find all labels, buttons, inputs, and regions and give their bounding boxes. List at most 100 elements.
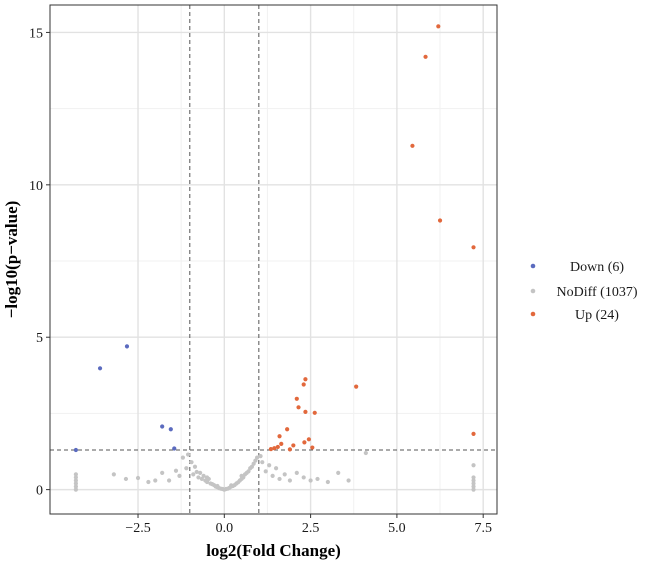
nodiff-point <box>177 473 182 479</box>
nodiff-point <box>263 469 268 474</box>
y-tick-label: 10 <box>29 179 43 194</box>
up-point <box>303 377 308 382</box>
nodiff-point <box>471 475 476 480</box>
nodiff-point <box>194 469 199 475</box>
x-tick-label: 5.0 <box>388 521 406 536</box>
up-point <box>423 54 428 59</box>
up-point <box>296 405 301 410</box>
nodiff-point <box>258 453 263 459</box>
threshold-lines <box>50 5 497 514</box>
x-axis-title: log2(Fold Change) <box>206 541 341 560</box>
nodiff-point <box>73 478 78 483</box>
nodiff-point <box>123 476 129 482</box>
legend-key <box>530 311 536 317</box>
up-point <box>272 446 277 451</box>
up-point <box>285 427 290 432</box>
nodiff-point <box>273 466 279 471</box>
nodiff-point <box>196 475 201 480</box>
nodiff-point <box>471 481 476 486</box>
nodiff-point <box>73 472 78 477</box>
legend-label: NoDiff (1037) <box>556 285 637 300</box>
panel-background <box>50 5 497 514</box>
nodiff-point <box>308 478 313 483</box>
nodiff-point <box>301 475 306 480</box>
nodiff-point <box>192 464 198 469</box>
down-point <box>124 344 130 349</box>
legend-label: Up (24) <box>575 308 619 323</box>
x-axis: −2.5 0.0 2.5 5.0 7.5 <box>125 514 492 536</box>
nodiff-point <box>270 473 275 479</box>
nodiff-point <box>173 468 179 473</box>
nodiff-point <box>160 470 165 475</box>
y-tick-label: 0 <box>36 484 43 499</box>
x-tick-label: −2.5 <box>125 521 150 536</box>
data-points <box>73 24 476 492</box>
nodiff-point <box>215 483 220 489</box>
nodiff-point <box>153 478 158 483</box>
up-point <box>275 444 280 450</box>
nodiff-point <box>282 472 287 477</box>
nodiff-point <box>249 464 255 469</box>
up-point <box>306 437 311 442</box>
panel-border <box>49 4 498 515</box>
up-point <box>294 396 299 401</box>
nodiff-point <box>73 481 78 486</box>
nodiff-point <box>471 463 476 468</box>
nodiff-point <box>73 484 78 489</box>
down-point <box>97 366 103 371</box>
nodiff-point <box>294 470 299 475</box>
nodiff-point <box>246 469 251 474</box>
nodiff-point <box>239 473 244 479</box>
nodiff-point <box>255 455 260 460</box>
nodiff-point <box>180 455 185 460</box>
up-point <box>312 410 317 415</box>
nodiff-point <box>346 478 351 483</box>
x-tick-label: 2.5 <box>302 521 320 536</box>
nodiff-point <box>471 484 476 489</box>
nodiff-point <box>166 478 172 483</box>
nodiff-point <box>471 487 476 492</box>
nodiff-point <box>260 460 265 465</box>
up-point <box>354 384 359 389</box>
y-axis-title: −log10(p−value) <box>2 201 21 319</box>
up-point <box>287 447 292 452</box>
up-point <box>277 434 282 439</box>
nodiff-point <box>267 463 272 468</box>
x-tick-label: 0.0 <box>216 521 234 536</box>
y-axis: 0 5 10 15 <box>29 26 50 499</box>
nodiff-point <box>146 479 151 485</box>
down-point <box>73 447 78 453</box>
up-point <box>471 245 476 250</box>
nodiff-point <box>189 460 194 465</box>
nodiff-point <box>73 487 78 492</box>
nodiff-point <box>184 466 189 471</box>
legend-key <box>530 288 536 294</box>
nodiff-point <box>201 473 206 479</box>
nodiff-point <box>277 476 282 482</box>
nodiff-point <box>204 479 210 485</box>
legend: Down (6) NoDiff (1037) Up (24) <box>530 260 638 323</box>
up-point <box>471 431 476 436</box>
down-point <box>172 446 177 451</box>
nodiff-point <box>111 472 116 477</box>
nodiff-point <box>199 476 204 482</box>
nodiff-point <box>191 472 196 477</box>
up-point <box>268 446 274 452</box>
y-tick-label: 5 <box>36 331 43 346</box>
up-point <box>302 440 307 445</box>
legend-key <box>530 263 536 269</box>
nodiff-point <box>251 461 256 466</box>
up-point <box>436 24 441 29</box>
grid <box>50 5 497 514</box>
nodiff-point <box>325 479 330 485</box>
nodiff-point <box>315 476 320 482</box>
nodiff-point <box>363 450 368 456</box>
nodiff-point <box>204 475 210 480</box>
x-tick-label: 7.5 <box>474 521 492 536</box>
nodiff-point <box>287 478 292 483</box>
nodiff-point <box>135 475 141 481</box>
up-point <box>310 445 315 450</box>
legend-label: Down (6) <box>570 260 624 275</box>
up-point <box>437 218 443 223</box>
nodiff-point <box>73 475 78 480</box>
